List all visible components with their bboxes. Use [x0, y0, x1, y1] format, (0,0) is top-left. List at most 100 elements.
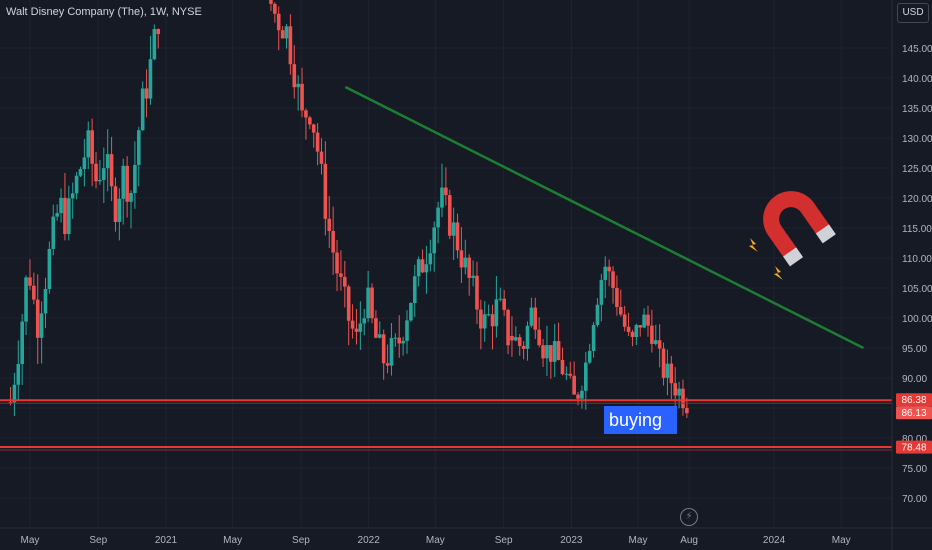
candle-body	[319, 151, 324, 164]
candle-body	[105, 154, 110, 169]
price-tick-label: 90.00	[902, 374, 927, 385]
price-tick-label: 145.00	[902, 44, 932, 55]
candle-body	[591, 324, 596, 351]
time-tick-label: May	[426, 535, 445, 546]
candle-body	[673, 383, 678, 396]
candle-body	[136, 130, 141, 165]
candle-body	[467, 257, 471, 278]
candle-body	[634, 325, 639, 337]
candle-body	[486, 314, 491, 316]
candle-body	[630, 331, 635, 337]
candle-body	[125, 165, 129, 202]
candle-body	[335, 252, 339, 274]
candle-body	[416, 259, 421, 277]
candle-body	[463, 257, 468, 268]
price-label-text: 86.38	[901, 395, 926, 406]
candle-body	[269, 0, 273, 4]
candle-body	[70, 193, 75, 199]
time-tick-label: May	[223, 535, 242, 546]
candle-body	[346, 286, 351, 321]
candle-body	[12, 384, 17, 403]
candle-body	[669, 363, 674, 384]
time-axis[interactable]: May Sep 2021 May Sep 2022 May Sep 2023 May Aug 2024…	[20, 535, 850, 546]
candle-body	[576, 394, 580, 399]
price-axis[interactable]: 145.00 140.00 135.00 130.00 125.00 120.00 115.…	[902, 44, 932, 505]
chart-title: Walt Disney Company (The), 1W, NYSE	[6, 6, 202, 18]
candle-body	[661, 348, 666, 378]
candle-body	[494, 299, 499, 327]
price-label-box	[896, 440, 932, 454]
candle-body	[401, 340, 405, 344]
candle-body	[121, 165, 126, 199]
candle-body	[109, 154, 114, 187]
candle-body	[354, 328, 359, 332]
candle-body	[502, 298, 506, 310]
candle-body	[506, 309, 510, 346]
candle-body	[681, 388, 685, 409]
candle-body	[35, 299, 40, 338]
candle-body	[420, 259, 425, 273]
candle-body	[370, 287, 374, 319]
candles	[8, 0, 689, 419]
candle-body	[607, 266, 611, 272]
candle-body	[389, 338, 394, 366]
candle-body	[296, 83, 300, 88]
candle-body	[43, 289, 48, 314]
candle-body	[455, 222, 460, 251]
price-tick-label: 125.00	[902, 164, 932, 175]
candle-body	[90, 130, 94, 164]
candle-body	[595, 304, 600, 325]
candle-body	[514, 337, 518, 341]
candle-body	[377, 334, 382, 338]
price-label-box	[896, 393, 932, 407]
price-tick-label: 80.00	[902, 434, 927, 445]
candle-body	[642, 314, 646, 328]
candle-body	[292, 64, 297, 88]
candle-body	[580, 390, 584, 399]
candle-body	[39, 313, 44, 338]
candle-body	[366, 287, 370, 319]
price-tick-label: 130.00	[902, 134, 932, 145]
candle-body	[148, 59, 153, 99]
candle-body	[51, 216, 56, 249]
candle-body	[315, 132, 320, 152]
currency-button[interactable]: USD	[897, 3, 929, 23]
candle-body	[444, 187, 448, 196]
candle-body	[490, 314, 495, 327]
candle-body	[638, 325, 643, 328]
candle-body	[63, 197, 67, 234]
price-tick-label: 70.00	[902, 494, 927, 505]
candle-body	[564, 373, 569, 375]
candle-body	[308, 117, 312, 125]
candle-body	[657, 340, 662, 349]
candle-body	[20, 321, 24, 365]
candle-body	[381, 334, 386, 364]
candle-body	[82, 157, 87, 170]
time-tick-label: May	[20, 535, 39, 546]
support-lines[interactable]	[0, 399, 892, 451]
candle-body	[311, 124, 316, 133]
candle-body	[140, 88, 145, 131]
candle-body	[587, 350, 592, 363]
candle-body	[276, 13, 281, 31]
candle-body	[459, 250, 464, 268]
candle-body	[424, 264, 429, 273]
lightning-icon[interactable]: ⚡	[680, 508, 698, 526]
candle-body	[24, 277, 28, 322]
trendline[interactable]	[344, 85, 865, 350]
candle-body	[98, 180, 102, 182]
candle-body	[541, 345, 545, 359]
candle-body	[55, 213, 59, 217]
candle-body	[156, 28, 161, 35]
candle-body	[521, 345, 526, 349]
candle-body	[525, 325, 530, 349]
buying-label[interactable]: buying	[604, 406, 677, 434]
candle-body	[622, 314, 627, 327]
candle-body	[533, 307, 538, 330]
candle-body	[615, 287, 619, 308]
candle-body	[409, 303, 413, 321]
time-tick-label: 2021	[155, 535, 178, 546]
price-label-box	[896, 406, 932, 420]
candle-body	[618, 307, 623, 315]
